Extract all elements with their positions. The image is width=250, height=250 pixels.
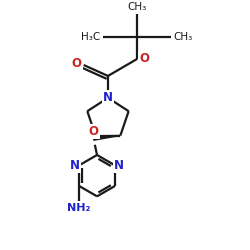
Text: O: O (139, 52, 149, 66)
Text: CH₃: CH₃ (174, 32, 193, 42)
Text: N: N (70, 159, 80, 172)
Text: O: O (89, 125, 99, 138)
Text: H₃C: H₃C (81, 32, 100, 42)
Polygon shape (94, 136, 120, 140)
Text: N: N (114, 159, 124, 172)
Text: O: O (72, 57, 82, 70)
Text: N: N (103, 91, 113, 104)
Text: NH₂: NH₂ (68, 203, 91, 213)
Text: CH₃: CH₃ (128, 2, 147, 12)
